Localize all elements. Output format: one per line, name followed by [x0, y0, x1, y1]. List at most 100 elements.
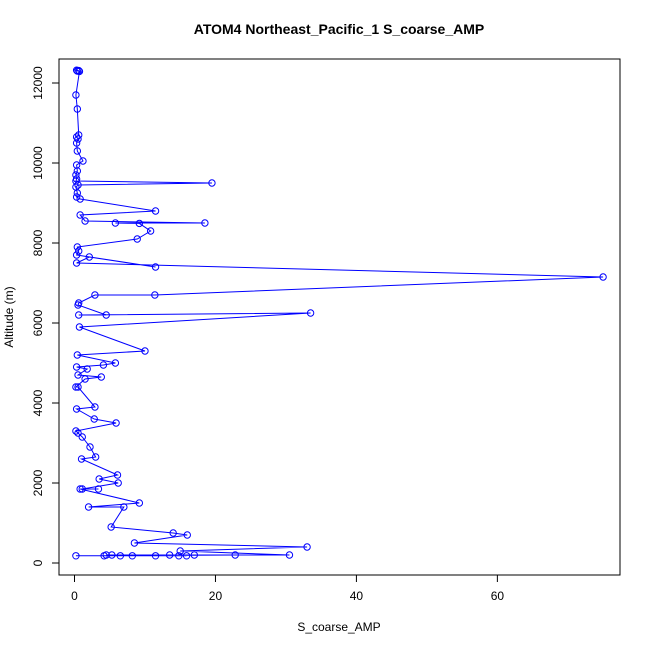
- data-point: [128, 552, 137, 560]
- data-point: [74, 429, 82, 437]
- data-point: [79, 157, 87, 165]
- y-tick-label: 0: [31, 559, 45, 566]
- data-point: [208, 179, 216, 187]
- data-point: [78, 433, 86, 441]
- data-point: [84, 503, 93, 511]
- y-tick-label: 4000: [31, 389, 45, 416]
- data-point: [74, 135, 82, 143]
- data-point: [100, 552, 108, 560]
- data-point: [76, 485, 84, 493]
- data-point: [72, 427, 80, 435]
- y-axis: 0 2000 4000 6000 8000 10000 12000: [31, 66, 60, 566]
- x-tick-label: 40: [350, 589, 364, 603]
- data-point: [72, 251, 81, 259]
- data-point: [75, 131, 83, 139]
- data-point: [146, 227, 155, 235]
- data-point: [120, 503, 128, 511]
- data-point: [73, 105, 82, 113]
- data-series: [72, 66, 607, 560]
- data-point: [72, 363, 81, 371]
- x-tick-label: 60: [491, 589, 505, 603]
- data-point: [73, 189, 82, 197]
- data-point: [141, 347, 149, 355]
- data-point: [85, 253, 94, 261]
- data-point: [111, 219, 120, 227]
- data-point: [201, 219, 209, 227]
- data-point: [94, 485, 103, 493]
- data-point: [72, 405, 81, 413]
- data-point: [114, 479, 122, 487]
- data-point: [72, 552, 80, 560]
- data-point: [73, 167, 82, 175]
- data-point: [169, 529, 177, 537]
- x-axis: 0 20 40 60: [71, 574, 505, 603]
- x-tick-label: 20: [209, 589, 223, 603]
- data-point: [91, 453, 100, 461]
- data-point: [74, 181, 82, 189]
- data-point: [74, 301, 82, 309]
- data-point: [74, 371, 82, 379]
- data-point: [175, 552, 183, 560]
- data-point: [231, 551, 239, 559]
- data-point: [77, 455, 86, 463]
- data-point: [91, 403, 99, 411]
- data-point: [306, 309, 315, 317]
- data-point: [72, 193, 81, 201]
- data-point: [72, 259, 81, 267]
- y-tick-label: 2000: [31, 469, 45, 496]
- data-point: [151, 263, 160, 271]
- data-point: [285, 551, 294, 559]
- data-point: [74, 383, 82, 391]
- chart-title: ATOM4 Northeast_Pacific_1 S_coarse_AMP: [194, 21, 485, 37]
- data-point: [72, 91, 80, 99]
- data-point: [108, 551, 116, 559]
- data-point: [133, 235, 141, 243]
- data-point: [151, 552, 160, 560]
- data-point: [75, 323, 84, 331]
- y-tick-label: 8000: [31, 229, 45, 256]
- data-point: [599, 273, 607, 281]
- data-point: [86, 443, 94, 451]
- y-axis-label: Altitude (m): [2, 286, 16, 347]
- data-point: [75, 311, 83, 319]
- data-point: [151, 291, 159, 299]
- data-point: [102, 311, 110, 319]
- data-point: [107, 523, 115, 531]
- data-point: [81, 375, 89, 383]
- data-point: [83, 365, 91, 373]
- data-point: [73, 243, 82, 251]
- data-point: [182, 552, 191, 560]
- x-axis-label: S_coarse_AMP: [297, 620, 380, 634]
- data-point: [135, 499, 144, 507]
- data-point: [135, 219, 144, 228]
- data-point: [183, 531, 191, 539]
- data-point: [76, 195, 84, 203]
- data-point: [97, 373, 105, 381]
- y-tick-label: 10000: [31, 146, 45, 180]
- data-point: [165, 551, 174, 559]
- data-point: [190, 551, 199, 559]
- series-line: [74, 69, 604, 557]
- data-point: [112, 419, 120, 427]
- data-point: [90, 415, 98, 423]
- data-point: [111, 359, 120, 367]
- data-point: [116, 552, 125, 560]
- y-tick-label: 12000: [31, 66, 45, 100]
- x-tick-label: 0: [71, 589, 78, 603]
- y-tick-label: 6000: [31, 309, 45, 336]
- data-point: [73, 147, 82, 155]
- data-point: [99, 361, 108, 369]
- data-point: [91, 291, 99, 299]
- data-point: [151, 207, 160, 215]
- data-point: [78, 485, 86, 493]
- data-point: [75, 247, 83, 255]
- data-point: [75, 67, 84, 76]
- data-point: [73, 351, 82, 359]
- data-point: [176, 547, 184, 555]
- data-point: [303, 543, 311, 551]
- data-point: [95, 475, 103, 483]
- data-point: [130, 539, 139, 547]
- data-point: [81, 217, 89, 225]
- data-point: [72, 383, 80, 391]
